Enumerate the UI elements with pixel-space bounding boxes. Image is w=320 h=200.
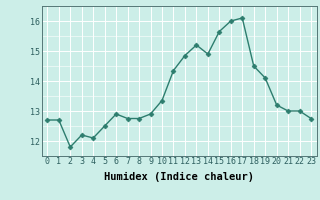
X-axis label: Humidex (Indice chaleur): Humidex (Indice chaleur) bbox=[104, 172, 254, 182]
